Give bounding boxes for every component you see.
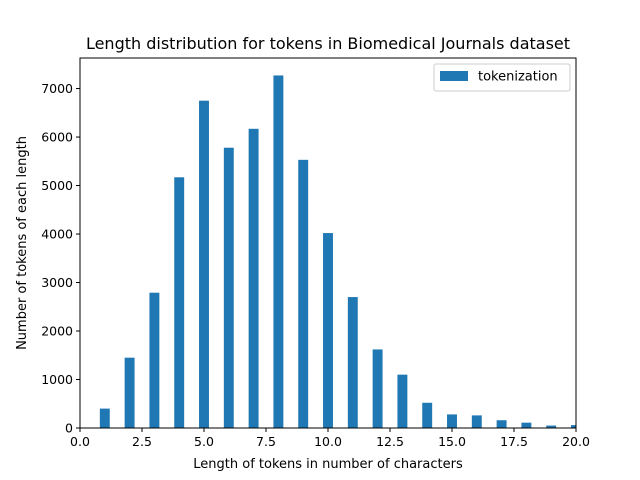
bar-13 [397,374,408,428]
bar-2 [124,357,135,428]
bar-7 [248,128,259,428]
legend-swatch [440,71,468,81]
bar-14 [422,402,433,428]
bar-20 [571,425,576,428]
bar-8 [273,75,284,428]
bar-11 [347,297,358,428]
x-tick-label: 10.0 [314,434,342,449]
y-tick-label: 4000 [41,227,73,242]
x-tick-label: 0.0 [70,434,90,449]
y-tick-label: 1000 [41,372,73,387]
bar-3 [149,292,160,428]
x-axis: 0.0 2.5 5.0 7.5 10.0 12.5 15.0 17.5 20.0 [70,428,590,449]
chart-title: Length distribution for tokens in Biomed… [86,34,570,53]
x-tick-label: 7.5 [256,434,276,449]
x-tick-label: 2.5 [132,434,152,449]
bar-9 [298,159,309,428]
bar-6 [223,147,234,428]
x-tick-label: 20.0 [562,434,590,449]
y-axis-label: Number of tokens of each length [15,136,30,350]
y-tick-label: 5000 [41,178,73,193]
x-axis-label: Length of tokens in number of characters [193,457,463,472]
legend-label: tokenization [478,70,558,85]
y-tick-label: 6000 [41,130,73,145]
bars-group [99,75,576,428]
y-tick-label: 2000 [41,324,73,339]
y-tick-label: 7000 [41,81,73,96]
y-tick-label: 0 [65,421,73,436]
bar-1 [99,408,110,428]
y-tick-label: 3000 [41,275,73,290]
bar-10 [323,233,333,428]
bar-15 [447,414,457,428]
x-tick-label: 17.5 [500,434,528,449]
bar-18 [521,422,532,428]
bar-4 [174,177,185,428]
bar-19 [546,425,557,428]
bar-5 [199,100,209,428]
x-tick-label: 5.0 [194,434,214,449]
legend-box [433,63,571,92]
x-tick-label: 15.0 [438,434,466,449]
bar-17 [496,420,507,428]
x-tick-label: 12.5 [376,434,404,449]
y-axis: 0 1000 2000 3000 4000 5000 6000 7000 [41,81,80,436]
bar-12 [372,349,383,428]
legend: tokenization [433,63,571,92]
bar-16 [471,415,482,428]
